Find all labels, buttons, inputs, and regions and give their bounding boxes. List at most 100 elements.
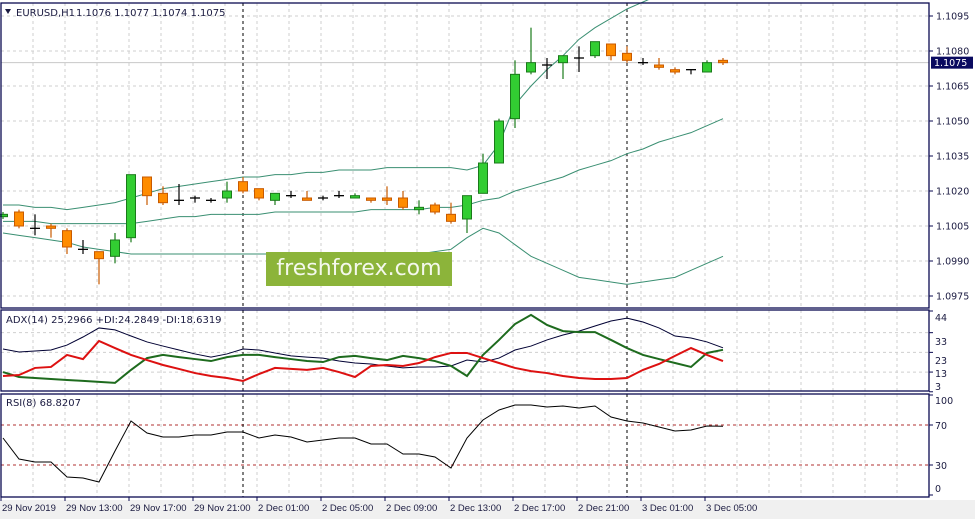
candle (654, 57, 664, 70)
candle (718, 57, 728, 65)
candle-body (302, 197, 312, 201)
candle (574, 46, 584, 72)
plus-di-line (2, 313, 724, 384)
candle (366, 197, 376, 203)
price-tick-label: 1.1095 (936, 12, 969, 23)
candle (190, 195, 200, 203)
candle-body (254, 188, 264, 199)
candle-body (222, 190, 232, 199)
price-tick-label: 1.1020 (936, 186, 969, 197)
watermark-logo: freshforex.com (266, 252, 452, 286)
price-tick-label: 1.1005 (936, 221, 969, 232)
candle-body (110, 239, 120, 257)
candle (0, 211, 8, 219)
candle (254, 188, 264, 201)
price-tick-label: 1.1080 (936, 46, 969, 57)
adx-tick-label: 13 (935, 369, 947, 380)
bollinger-upper-line (3, 0, 649, 211)
time-tick-label: 3 Dec 05:00 (706, 503, 757, 514)
candle-body (382, 197, 392, 201)
candle (30, 214, 40, 236)
symbol-label: EURUSD,H1 (16, 8, 75, 19)
candle-body (14, 211, 24, 227)
candles (0, 27, 728, 285)
candle-body (494, 120, 504, 164)
adx-tick-label: 3 (935, 382, 941, 393)
candle (206, 197, 216, 203)
candle (382, 186, 392, 205)
time-tick-label: 2 Dec 13:00 (450, 503, 501, 514)
candle (446, 202, 456, 224)
adx-title: ADX(14) 25.2966 +DI:24.2849 -DI:18.6319 (6, 315, 222, 326)
candle-body (446, 213, 456, 222)
candle-body (702, 62, 712, 73)
adx-tick-label: 44 (935, 313, 947, 324)
time-tick-label: 2 Dec 17:00 (514, 503, 565, 514)
candle (78, 239, 88, 254)
rsi-tick-label: 70 (935, 421, 947, 432)
candle-body (718, 59, 728, 64)
current-price-badge (931, 56, 973, 69)
candle-body (510, 73, 520, 120)
candle-body (142, 176, 152, 197)
candle-body (478, 162, 488, 194)
price-tick-label: 1.1050 (936, 116, 969, 127)
candle (686, 69, 696, 75)
candle-body (126, 174, 136, 239)
rsi-tick-label: 30 (935, 461, 947, 472)
candle (270, 192, 280, 205)
candle-body (622, 52, 632, 61)
adx-tick-label: 23 (935, 356, 947, 367)
candle-body (462, 195, 472, 220)
candle (414, 200, 424, 215)
time-tick-label: 3 Dec 01:00 (642, 503, 693, 514)
time-tick-label: 29 Nov 21:00 (194, 503, 251, 514)
adx-panel-frame (0, 309, 930, 392)
minus-di-line (2, 339, 724, 382)
candle-body (590, 41, 600, 57)
candle (590, 41, 600, 58)
candle-body (430, 204, 440, 213)
price-tick-label: 1.1065 (936, 81, 969, 92)
time-tick-label: 2 Dec 01:00 (258, 503, 309, 514)
candle (478, 153, 488, 194)
candle-body (398, 197, 408, 208)
rsi-line (2, 404, 724, 483)
candle (542, 57, 552, 79)
candle-body (670, 69, 680, 73)
time-tick-label: 2 Dec 21:00 (578, 503, 629, 514)
candle-body (558, 55, 568, 64)
dropdown-triangle-icon[interactable] (5, 9, 11, 14)
candle (174, 183, 184, 205)
time-tick-label: 2 Dec 09:00 (386, 503, 437, 514)
indicator-lines (2, 313, 724, 483)
candle (62, 228, 72, 254)
candle (158, 186, 168, 205)
candle (126, 174, 136, 243)
candle (334, 190, 344, 198)
ohlc-label: 1.1076 1.1077 1.1074 1.1075 (76, 8, 226, 19)
bollinger-middle-line (3, 118, 724, 225)
chart-header: EURUSD,H1 1.1076 1.1077 1.1074 1.1075 (5, 8, 226, 19)
candle (558, 55, 568, 79)
candle-body (158, 192, 168, 204)
main-panel-frame (0, 2, 930, 309)
candle (606, 43, 616, 61)
rsi-tick-label: 100 (935, 396, 953, 407)
candle (462, 195, 472, 233)
candle (350, 193, 360, 199)
candle (302, 190, 312, 201)
candle (494, 118, 504, 164)
current-price-label: 1.1075 (934, 58, 967, 69)
candle-body (270, 192, 280, 201)
candle (398, 190, 408, 210)
candle (526, 27, 536, 75)
candle-body (350, 195, 360, 199)
candle (638, 57, 648, 65)
rsi-title: RSI(8) 68.8207 (6, 398, 81, 409)
candle (430, 202, 440, 215)
time-tick-label: 29 Nov 17:00 (130, 503, 187, 514)
candle-body (414, 206, 424, 211)
candle (222, 181, 232, 203)
